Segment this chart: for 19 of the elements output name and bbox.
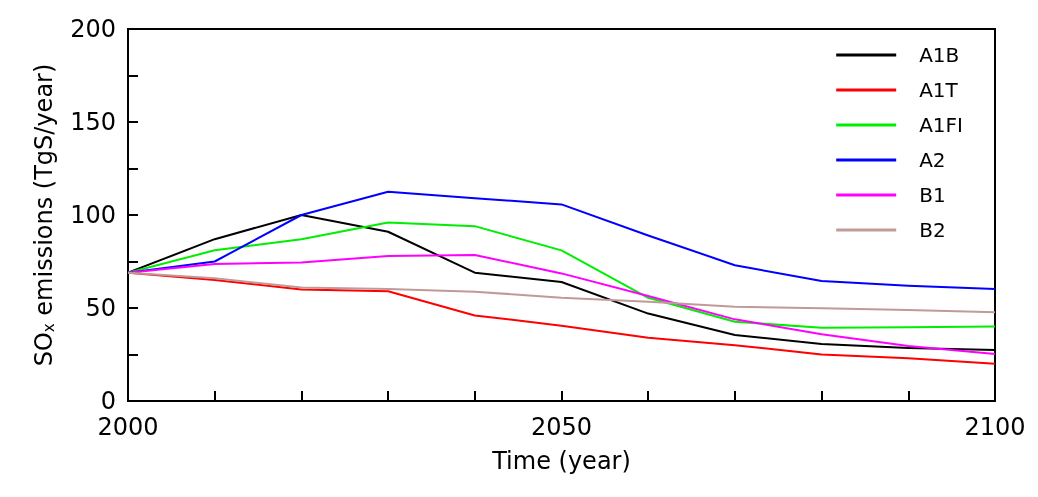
x-tick-label: 2000 — [97, 413, 159, 441]
x-tick-label: 2100 — [964, 413, 1026, 441]
line-series — [127, 253, 996, 355]
legend-label: B2 — [919, 218, 946, 242]
y-tick-label: 200 — [70, 15, 116, 43]
y-tick-label: 0 — [100, 387, 116, 415]
y-tick-label: 150 — [70, 108, 116, 136]
legend-label: A1B — [919, 43, 960, 67]
legend-label: A1T — [919, 78, 959, 102]
legend-label: A2 — [919, 148, 946, 172]
line-series — [127, 221, 996, 329]
y-axis-title: SOx emissions (TgS/year) — [30, 63, 58, 367]
line-series — [127, 271, 996, 314]
legend-label: B1 — [919, 183, 946, 207]
x-axis-title: Time (year) — [491, 447, 631, 475]
y-tick-label: 100 — [70, 201, 116, 229]
y-tick-label: 50 — [85, 294, 116, 322]
x-tick-label: 2050 — [530, 413, 593, 441]
legend-label: A1FI — [919, 113, 963, 137]
